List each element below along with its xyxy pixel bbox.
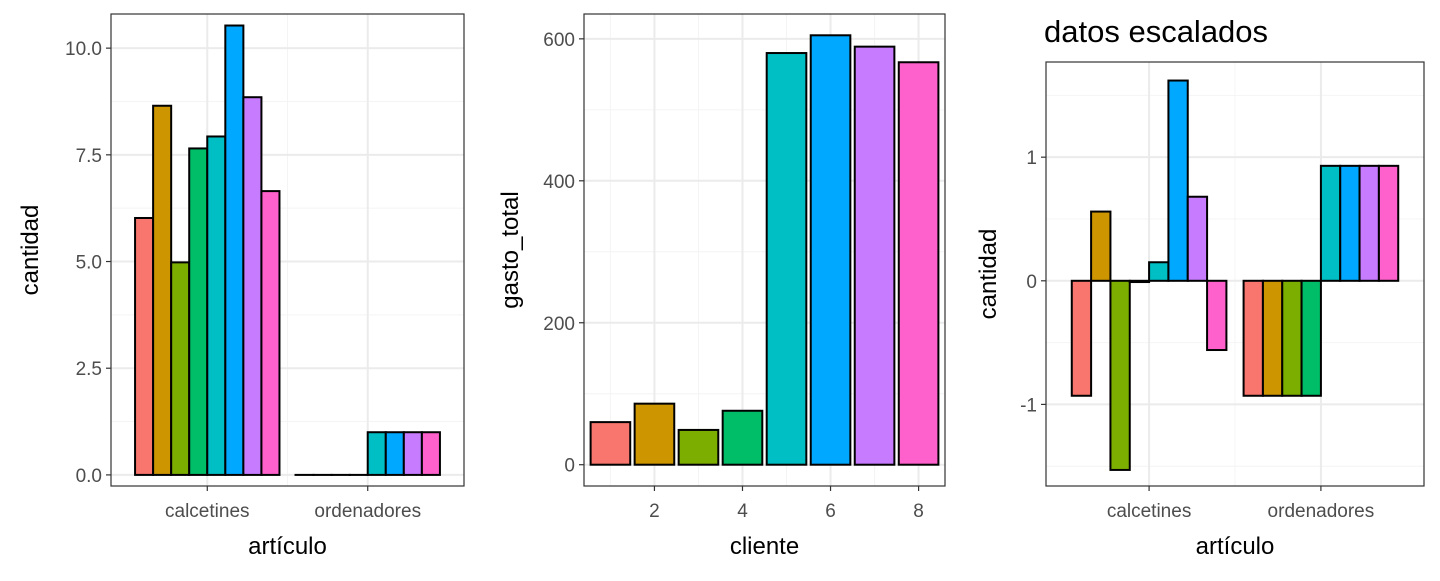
y-tick-label: 7.5	[76, 146, 102, 167]
panel-datos-escalados: -1 0 1 calcetines ordenadores artículo cantida…	[975, 14, 1424, 560]
bar-ordenadores-7	[1360, 166, 1379, 281]
bar-cliente-6	[811, 35, 851, 464]
bar-calcetines-3	[171, 262, 189, 475]
y-tick-label: 2.5	[76, 359, 102, 380]
y-tick-label: 200	[543, 314, 575, 335]
bar-calcetines-2	[1091, 212, 1110, 281]
y-axis-title: cantidad	[17, 205, 44, 296]
bar-ordenadores-4	[1302, 281, 1321, 396]
bar-cliente-5	[767, 53, 807, 465]
panel-cantidad-por-articulo: 0.0 2.5 5.0 7.5 10.0 calcetines ordenadores art…	[17, 14, 464, 560]
bar-ordenadores-8	[1379, 166, 1398, 281]
bar-calcetines-4	[1130, 281, 1149, 282]
bar-ordenadores-5	[1321, 166, 1340, 281]
y-tick-label: -1	[1020, 395, 1037, 416]
bar-calcetines-6	[1168, 81, 1187, 281]
y-tick-label: 0	[1026, 272, 1037, 293]
y-tick-label: 5.0	[76, 253, 102, 274]
bar-cliente-2	[635, 404, 675, 465]
bar-calcetines-4	[189, 148, 207, 474]
x-axis-title: cliente	[730, 533, 799, 560]
y-axis-title: cantidad	[975, 229, 1002, 320]
bar-cliente-4	[723, 411, 763, 465]
y-tick-label: 400	[543, 172, 575, 193]
x-axis-title: artículo	[1196, 533, 1275, 560]
bar-ordenadores-6	[1340, 166, 1359, 281]
bar-ordenadores-7	[404, 432, 422, 475]
bar-calcetines-1	[1072, 281, 1091, 396]
bar-calcetines-3	[1110, 281, 1129, 470]
bar-cliente-8	[899, 62, 939, 464]
panel-gasto-total-por-cliente: 0 200 400 600 2 4 6 8 cliente gasto_total	[497, 14, 945, 560]
bar-cliente-3	[679, 430, 719, 465]
bar-ordenadores-5	[368, 432, 386, 475]
y-tick-label: 10.0	[65, 39, 102, 60]
bar-calcetines-7	[243, 97, 261, 475]
bar-ordenadores-1	[1244, 281, 1263, 396]
bar-calcetines-1	[135, 218, 153, 475]
x-tick-label: calcetines	[1107, 501, 1192, 522]
bar-cliente-1	[591, 422, 631, 465]
x-tick-label: ordenadores	[1268, 501, 1375, 522]
x-tick-label: 6	[825, 501, 836, 522]
bar-calcetines-5	[1149, 262, 1168, 281]
bar-calcetines-2	[153, 106, 171, 475]
bar-ordenadores-2	[1263, 281, 1282, 396]
x-tick-label: calcetines	[165, 501, 250, 522]
bar-calcetines-5	[207, 136, 225, 474]
y-tick-label: 1	[1026, 148, 1037, 169]
bar-ordenadores-8	[422, 432, 440, 475]
y-tick-label: 600	[543, 30, 575, 51]
y-tick-label: 0	[564, 456, 575, 477]
bar-ordenadores-6	[386, 432, 404, 475]
y-tick-label: 0.0	[76, 466, 102, 487]
x-tick-label: 8	[913, 501, 924, 522]
bar-calcetines-7	[1188, 197, 1207, 281]
x-tick-label: 2	[649, 501, 660, 522]
chart-title: datos escalados	[1044, 14, 1268, 49]
bar-cliente-7	[855, 47, 895, 465]
bar-calcetines-8	[1207, 281, 1226, 350]
x-axis-title: artículo	[248, 533, 327, 560]
bar-calcetines-6	[225, 26, 243, 475]
x-tick-label: 4	[737, 501, 748, 522]
bar-ordenadores-3	[1282, 281, 1301, 396]
bar-calcetines-8	[261, 191, 279, 475]
y-axis-title: gasto_total	[497, 191, 524, 308]
x-tick-label: ordenadores	[314, 501, 421, 522]
